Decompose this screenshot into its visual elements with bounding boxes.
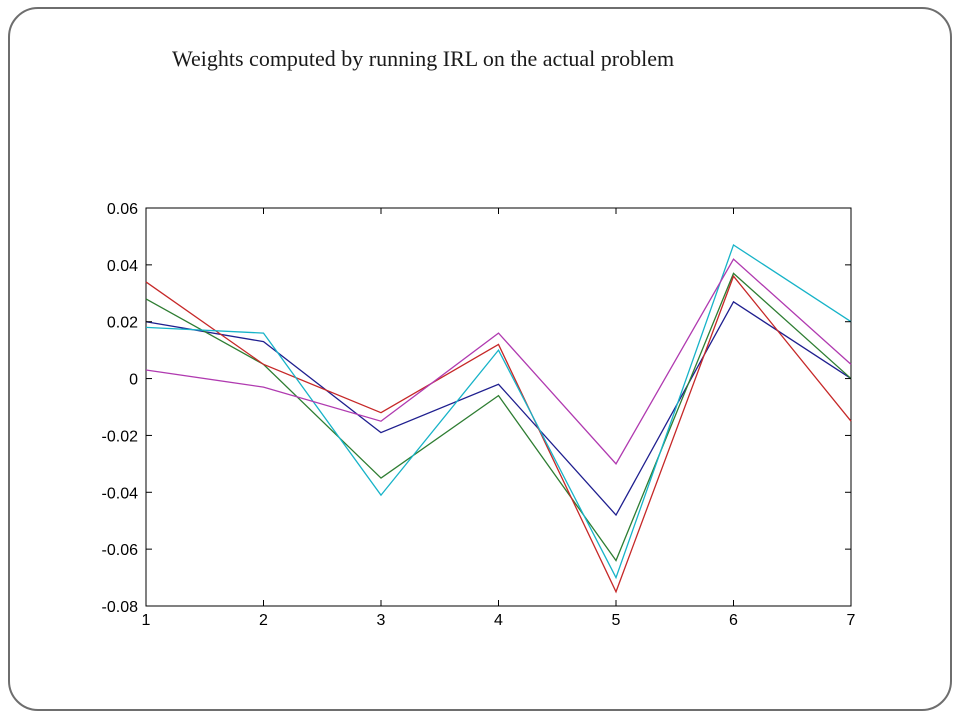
y-axis: 0.06 0.04 0.02 0 -0.02 -0.04 -0.06 -0.08 — [102, 201, 851, 616]
y-tick-label: -0.06 — [102, 542, 139, 559]
y-tick-label: -0.02 — [102, 428, 139, 445]
x-tick-label: 3 — [377, 612, 386, 629]
series-line-4 — [145, 243, 852, 580]
y-tick-label: -0.04 — [102, 485, 139, 502]
y-tick-label: 0.06 — [107, 201, 138, 218]
plot-area — [145, 207, 852, 607]
x-tick-label: 7 — [847, 612, 856, 629]
x-tick-label: 6 — [729, 612, 738, 629]
x-axis: 1 2 3 4 5 6 7 — [142, 208, 856, 629]
x-tick-label: 1 — [142, 612, 151, 629]
slide-title: Weights computed by running IRL on the a… — [172, 46, 675, 71]
x-tick-label: 5 — [612, 612, 621, 629]
series-layer — [145, 243, 852, 594]
y-tick-label: 0.02 — [107, 315, 138, 332]
x-tick-label: 2 — [259, 612, 268, 629]
x-tick-label: 4 — [494, 612, 503, 629]
y-tick-label: 0.04 — [107, 258, 138, 275]
series-line-5 — [145, 258, 852, 465]
series-line-3 — [145, 274, 852, 594]
y-tick-label: -0.08 — [102, 599, 139, 616]
y-tick-label: 0 — [129, 372, 138, 389]
series-line-1 — [145, 300, 852, 517]
